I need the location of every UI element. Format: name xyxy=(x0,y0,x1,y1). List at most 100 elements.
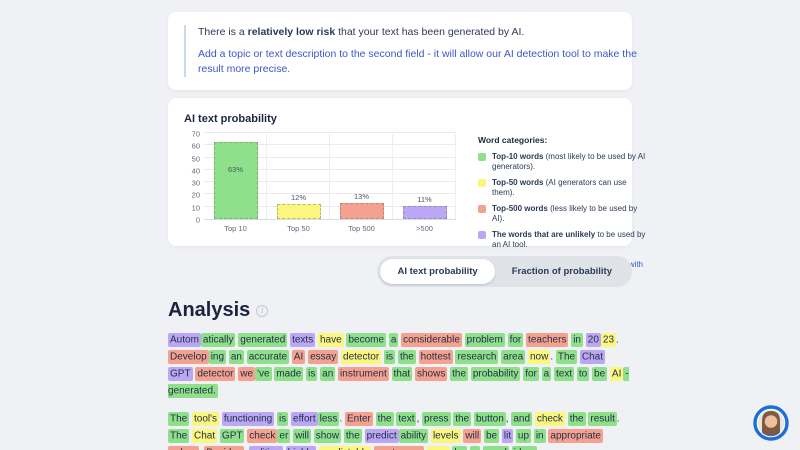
analysis-token: detector xyxy=(195,366,236,381)
analysis-token: probability xyxy=(470,366,521,381)
chart-y-axis: 0 10 20 30 40 50 60 70 xyxy=(184,130,204,225)
analysis-token: teachers xyxy=(526,332,569,347)
analysis-token: good xyxy=(482,445,509,450)
analysis-token: the xyxy=(567,411,586,426)
analysis-token: er xyxy=(277,428,291,443)
tabs-row: AI text probability Fraction of probabili… xyxy=(168,256,632,287)
y-tick-label: 70 xyxy=(191,129,200,139)
y-tick-label: 40 xyxy=(191,166,200,176)
analysis-token: . xyxy=(339,413,343,424)
bar-top-500 xyxy=(339,203,384,219)
gridline xyxy=(392,134,393,219)
analysis-token: ability xyxy=(398,428,429,443)
tab-fraction-of-probability[interactable]: Fraction of probability xyxy=(511,266,612,277)
analysis-token: hottest xyxy=(418,349,453,364)
bar-chart-area: AI text probability 0 10 20 30 40 50 60 70 63% 1… xyxy=(184,113,462,234)
bar-value-label: 12% xyxy=(290,193,306,203)
gridline xyxy=(329,134,330,219)
analysis-token: to xyxy=(576,366,590,381)
analysis-token: considerable xyxy=(401,332,462,347)
legend-title: Word categories: xyxy=(478,135,548,145)
x-tick-label: Top 10 xyxy=(224,224,247,233)
gridline xyxy=(204,132,456,133)
analysis-token: editing xyxy=(249,445,283,450)
analysis-token: sentences xyxy=(374,445,424,450)
legend-swatch xyxy=(478,178,486,187)
analysis-paragraph: The tool's functioning is effort less. En… xyxy=(168,410,632,450)
probability-chart-card: AI text probability 0 10 20 30 40 50 60 70 63% 1… xyxy=(168,98,645,281)
analysis-token: research xyxy=(455,349,499,364)
x-tick-label: Top 50 xyxy=(287,224,310,233)
view-switch-tabs: AI text probability Fraction of probabili… xyxy=(377,256,632,287)
y-tick-label: 0 xyxy=(195,215,200,225)
analysis-token: is xyxy=(306,366,318,381)
bar--500 xyxy=(402,205,447,219)
analysis-token: less xyxy=(317,411,340,426)
y-tick-label: 10 xyxy=(191,203,200,213)
analysis-token: Chat xyxy=(192,428,218,443)
bar-top-10 xyxy=(213,141,258,219)
analysis-token: a xyxy=(541,366,552,381)
analysis-token: the xyxy=(343,428,362,443)
analysis-text: Autom atically generated texts have becom… xyxy=(168,331,632,450)
analysis-paragraph: Autom atically generated texts have becom… xyxy=(168,331,632,399)
y-tick-label: 60 xyxy=(191,141,200,151)
analysis-token: Develop xyxy=(168,349,209,364)
analysis-token: 've xyxy=(255,366,272,381)
analysis-token: result xyxy=(588,411,617,426)
analysis-token: appropriate xyxy=(548,428,603,443)
analysis-token: in xyxy=(571,332,583,347)
analysis-token: the xyxy=(397,349,416,364)
analysis-token: will xyxy=(463,428,482,443)
analysis-token: AI xyxy=(609,366,624,381)
risk-hint-text: Add a topic or text description to the s… xyxy=(198,48,637,75)
analysis-token: and xyxy=(511,411,533,426)
analysis-token: , xyxy=(244,446,247,450)
analysis-token: up xyxy=(515,428,532,443)
analysis-token: levels xyxy=(430,428,461,443)
bar-top-50 xyxy=(276,204,321,219)
analysis-token: for xyxy=(523,366,539,381)
analysis-token: check xyxy=(534,411,565,426)
analysis-token: the xyxy=(453,411,472,426)
analysis-token: Chat xyxy=(579,349,606,364)
analysis-token: tool's xyxy=(192,411,220,426)
analysis-token: be xyxy=(483,428,500,443)
legend-item: The words that are unlikely to be used b… xyxy=(478,230,648,250)
analysis-token: show xyxy=(313,428,342,443)
analysis-token: in xyxy=(533,428,546,443)
legend-item: Top-50 words (AI generators can use them… xyxy=(478,178,648,198)
analysis-token: atically xyxy=(200,332,236,347)
risk-notice-body: There is a relatively low risk that your… xyxy=(184,25,637,77)
analysis-token: become xyxy=(346,332,387,347)
gridline xyxy=(204,181,456,183)
chat-widget-avatar[interactable] xyxy=(752,404,790,442)
analysis-token: problem xyxy=(464,332,505,347)
x-tick-label: >500 xyxy=(416,224,433,233)
gridline xyxy=(204,193,456,195)
y-tick-label: 30 xyxy=(191,178,200,188)
analysis-token: highly xyxy=(285,445,316,450)
legend-item: Top-500 words (less likely to be used by… xyxy=(478,204,648,224)
analysis-token: Besides xyxy=(204,445,244,450)
analysis-token: . xyxy=(199,446,202,450)
analysis-token: for xyxy=(507,332,524,347)
tab-ai-text-probability[interactable]: AI text probability xyxy=(380,259,495,284)
info-icon[interactable]: i xyxy=(256,304,269,317)
analysis-token: ing xyxy=(208,349,227,364)
analysis-token: , xyxy=(416,413,420,424)
bar-value-label: 11% xyxy=(417,194,432,204)
gridline xyxy=(455,134,456,219)
avatar-icon xyxy=(753,405,789,441)
analysis-token: we xyxy=(238,366,256,381)
analysis-token: , xyxy=(505,413,509,424)
analysis-token: lit xyxy=(501,428,514,443)
analysis-token: . xyxy=(616,334,619,345)
analysis-token: GPT xyxy=(219,428,245,443)
chart-title: AI text probability xyxy=(184,113,277,125)
analysis-token: have xyxy=(318,332,344,347)
analysis-token: AI xyxy=(291,349,306,364)
analysis-token: instrument xyxy=(338,366,389,381)
chart-x-axis: Top 10 Top 50 Top 500 >500 xyxy=(204,224,456,233)
analysis-token: essay xyxy=(308,349,339,364)
